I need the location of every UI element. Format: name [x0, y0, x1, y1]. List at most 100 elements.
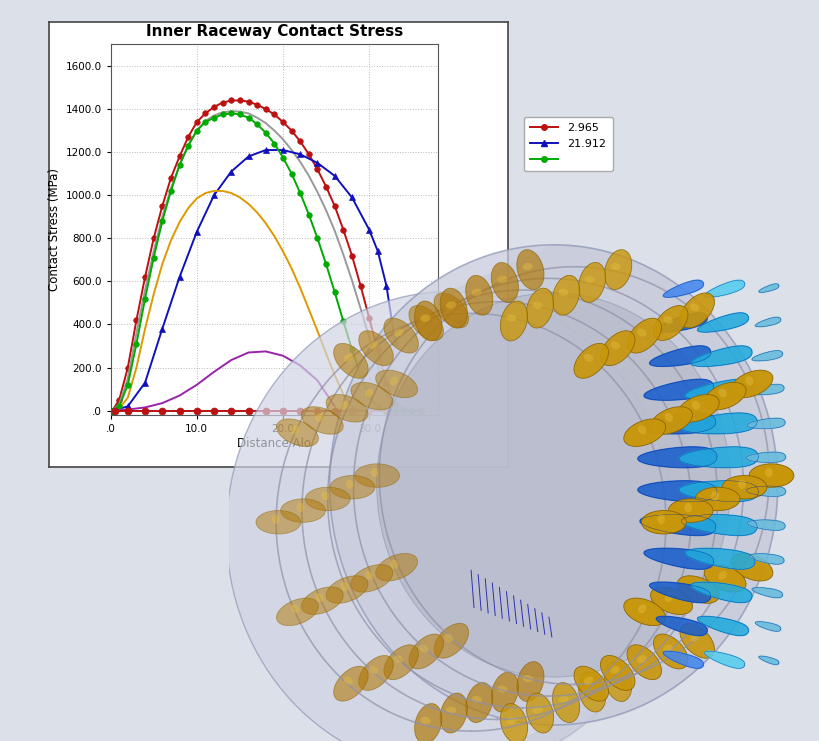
Polygon shape — [752, 350, 783, 361]
Y-axis label: Contact Stress (MPa): Contact Stress (MPa) — [48, 168, 61, 291]
Ellipse shape — [718, 388, 726, 398]
Polygon shape — [644, 548, 713, 569]
Ellipse shape — [527, 288, 554, 328]
Ellipse shape — [296, 503, 305, 512]
Ellipse shape — [369, 666, 378, 674]
Ellipse shape — [600, 330, 635, 365]
Ellipse shape — [691, 401, 700, 410]
Ellipse shape — [690, 303, 699, 311]
Ellipse shape — [668, 499, 713, 522]
Ellipse shape — [600, 656, 635, 691]
Ellipse shape — [506, 314, 517, 322]
Polygon shape — [698, 313, 749, 332]
Ellipse shape — [578, 262, 606, 302]
Ellipse shape — [637, 328, 646, 336]
Polygon shape — [704, 651, 744, 668]
Polygon shape — [759, 284, 779, 293]
2.965 — [107, 406, 117, 415]
Ellipse shape — [384, 645, 419, 679]
Ellipse shape — [277, 419, 319, 446]
Ellipse shape — [584, 677, 594, 685]
Ellipse shape — [654, 634, 688, 669]
2.965 — [330, 202, 340, 210]
2.965 — [355, 282, 365, 290]
Polygon shape — [681, 514, 757, 536]
Ellipse shape — [394, 328, 403, 336]
Ellipse shape — [365, 571, 373, 580]
Ellipse shape — [650, 407, 693, 434]
Ellipse shape — [641, 511, 686, 534]
Line: 2.965: 2.965 — [110, 98, 423, 413]
Ellipse shape — [690, 634, 699, 642]
Ellipse shape — [472, 696, 482, 703]
Ellipse shape — [355, 464, 400, 488]
Ellipse shape — [691, 582, 700, 591]
Ellipse shape — [384, 318, 419, 353]
Ellipse shape — [584, 353, 594, 362]
Ellipse shape — [277, 598, 319, 625]
Ellipse shape — [434, 293, 468, 328]
Ellipse shape — [376, 554, 418, 581]
Ellipse shape — [711, 491, 719, 501]
Ellipse shape — [704, 382, 746, 410]
Ellipse shape — [665, 593, 673, 602]
Ellipse shape — [680, 293, 714, 328]
Ellipse shape — [226, 291, 675, 741]
Ellipse shape — [506, 717, 517, 724]
Ellipse shape — [440, 288, 468, 328]
Ellipse shape — [419, 316, 428, 324]
2.965 — [201, 109, 210, 118]
Polygon shape — [686, 548, 755, 569]
Polygon shape — [752, 588, 783, 598]
Ellipse shape — [684, 503, 692, 512]
Ellipse shape — [765, 468, 773, 477]
X-axis label: Distance Alo: Distance Alo — [238, 436, 311, 450]
2.965 — [226, 96, 236, 105]
21.912 — [209, 190, 219, 199]
21.912 — [260, 145, 270, 154]
Polygon shape — [691, 582, 752, 602]
Ellipse shape — [497, 685, 508, 693]
Ellipse shape — [301, 407, 343, 434]
Ellipse shape — [663, 316, 673, 324]
2.965 — [192, 118, 201, 127]
2.965 — [149, 234, 159, 243]
2.965 — [287, 126, 296, 135]
2.965 — [132, 316, 142, 325]
2.965 — [183, 133, 193, 142]
21.912 — [157, 325, 167, 333]
Ellipse shape — [315, 593, 324, 602]
Ellipse shape — [665, 413, 673, 422]
Polygon shape — [755, 622, 781, 631]
Ellipse shape — [638, 425, 646, 434]
21.912 — [107, 406, 117, 415]
Ellipse shape — [359, 330, 393, 365]
Ellipse shape — [610, 666, 620, 674]
Ellipse shape — [390, 559, 398, 568]
Polygon shape — [755, 317, 781, 327]
21.912 — [313, 159, 323, 167]
Ellipse shape — [497, 276, 508, 283]
Polygon shape — [638, 481, 717, 502]
Ellipse shape — [444, 634, 454, 642]
Ellipse shape — [627, 645, 662, 679]
Polygon shape — [640, 514, 716, 536]
Ellipse shape — [315, 413, 324, 422]
Polygon shape — [681, 413, 757, 434]
Ellipse shape — [517, 662, 544, 702]
Polygon shape — [656, 313, 708, 332]
Ellipse shape — [731, 554, 773, 581]
21.912 — [373, 247, 382, 256]
2.965 — [174, 152, 184, 161]
Ellipse shape — [344, 677, 353, 685]
Ellipse shape — [472, 289, 482, 296]
Ellipse shape — [444, 303, 454, 311]
Ellipse shape — [610, 341, 620, 349]
2.965 — [407, 406, 417, 415]
Polygon shape — [691, 346, 752, 366]
Ellipse shape — [738, 479, 746, 489]
Ellipse shape — [330, 476, 375, 499]
Ellipse shape — [466, 276, 493, 315]
21.912 — [123, 402, 133, 411]
Ellipse shape — [574, 343, 609, 379]
